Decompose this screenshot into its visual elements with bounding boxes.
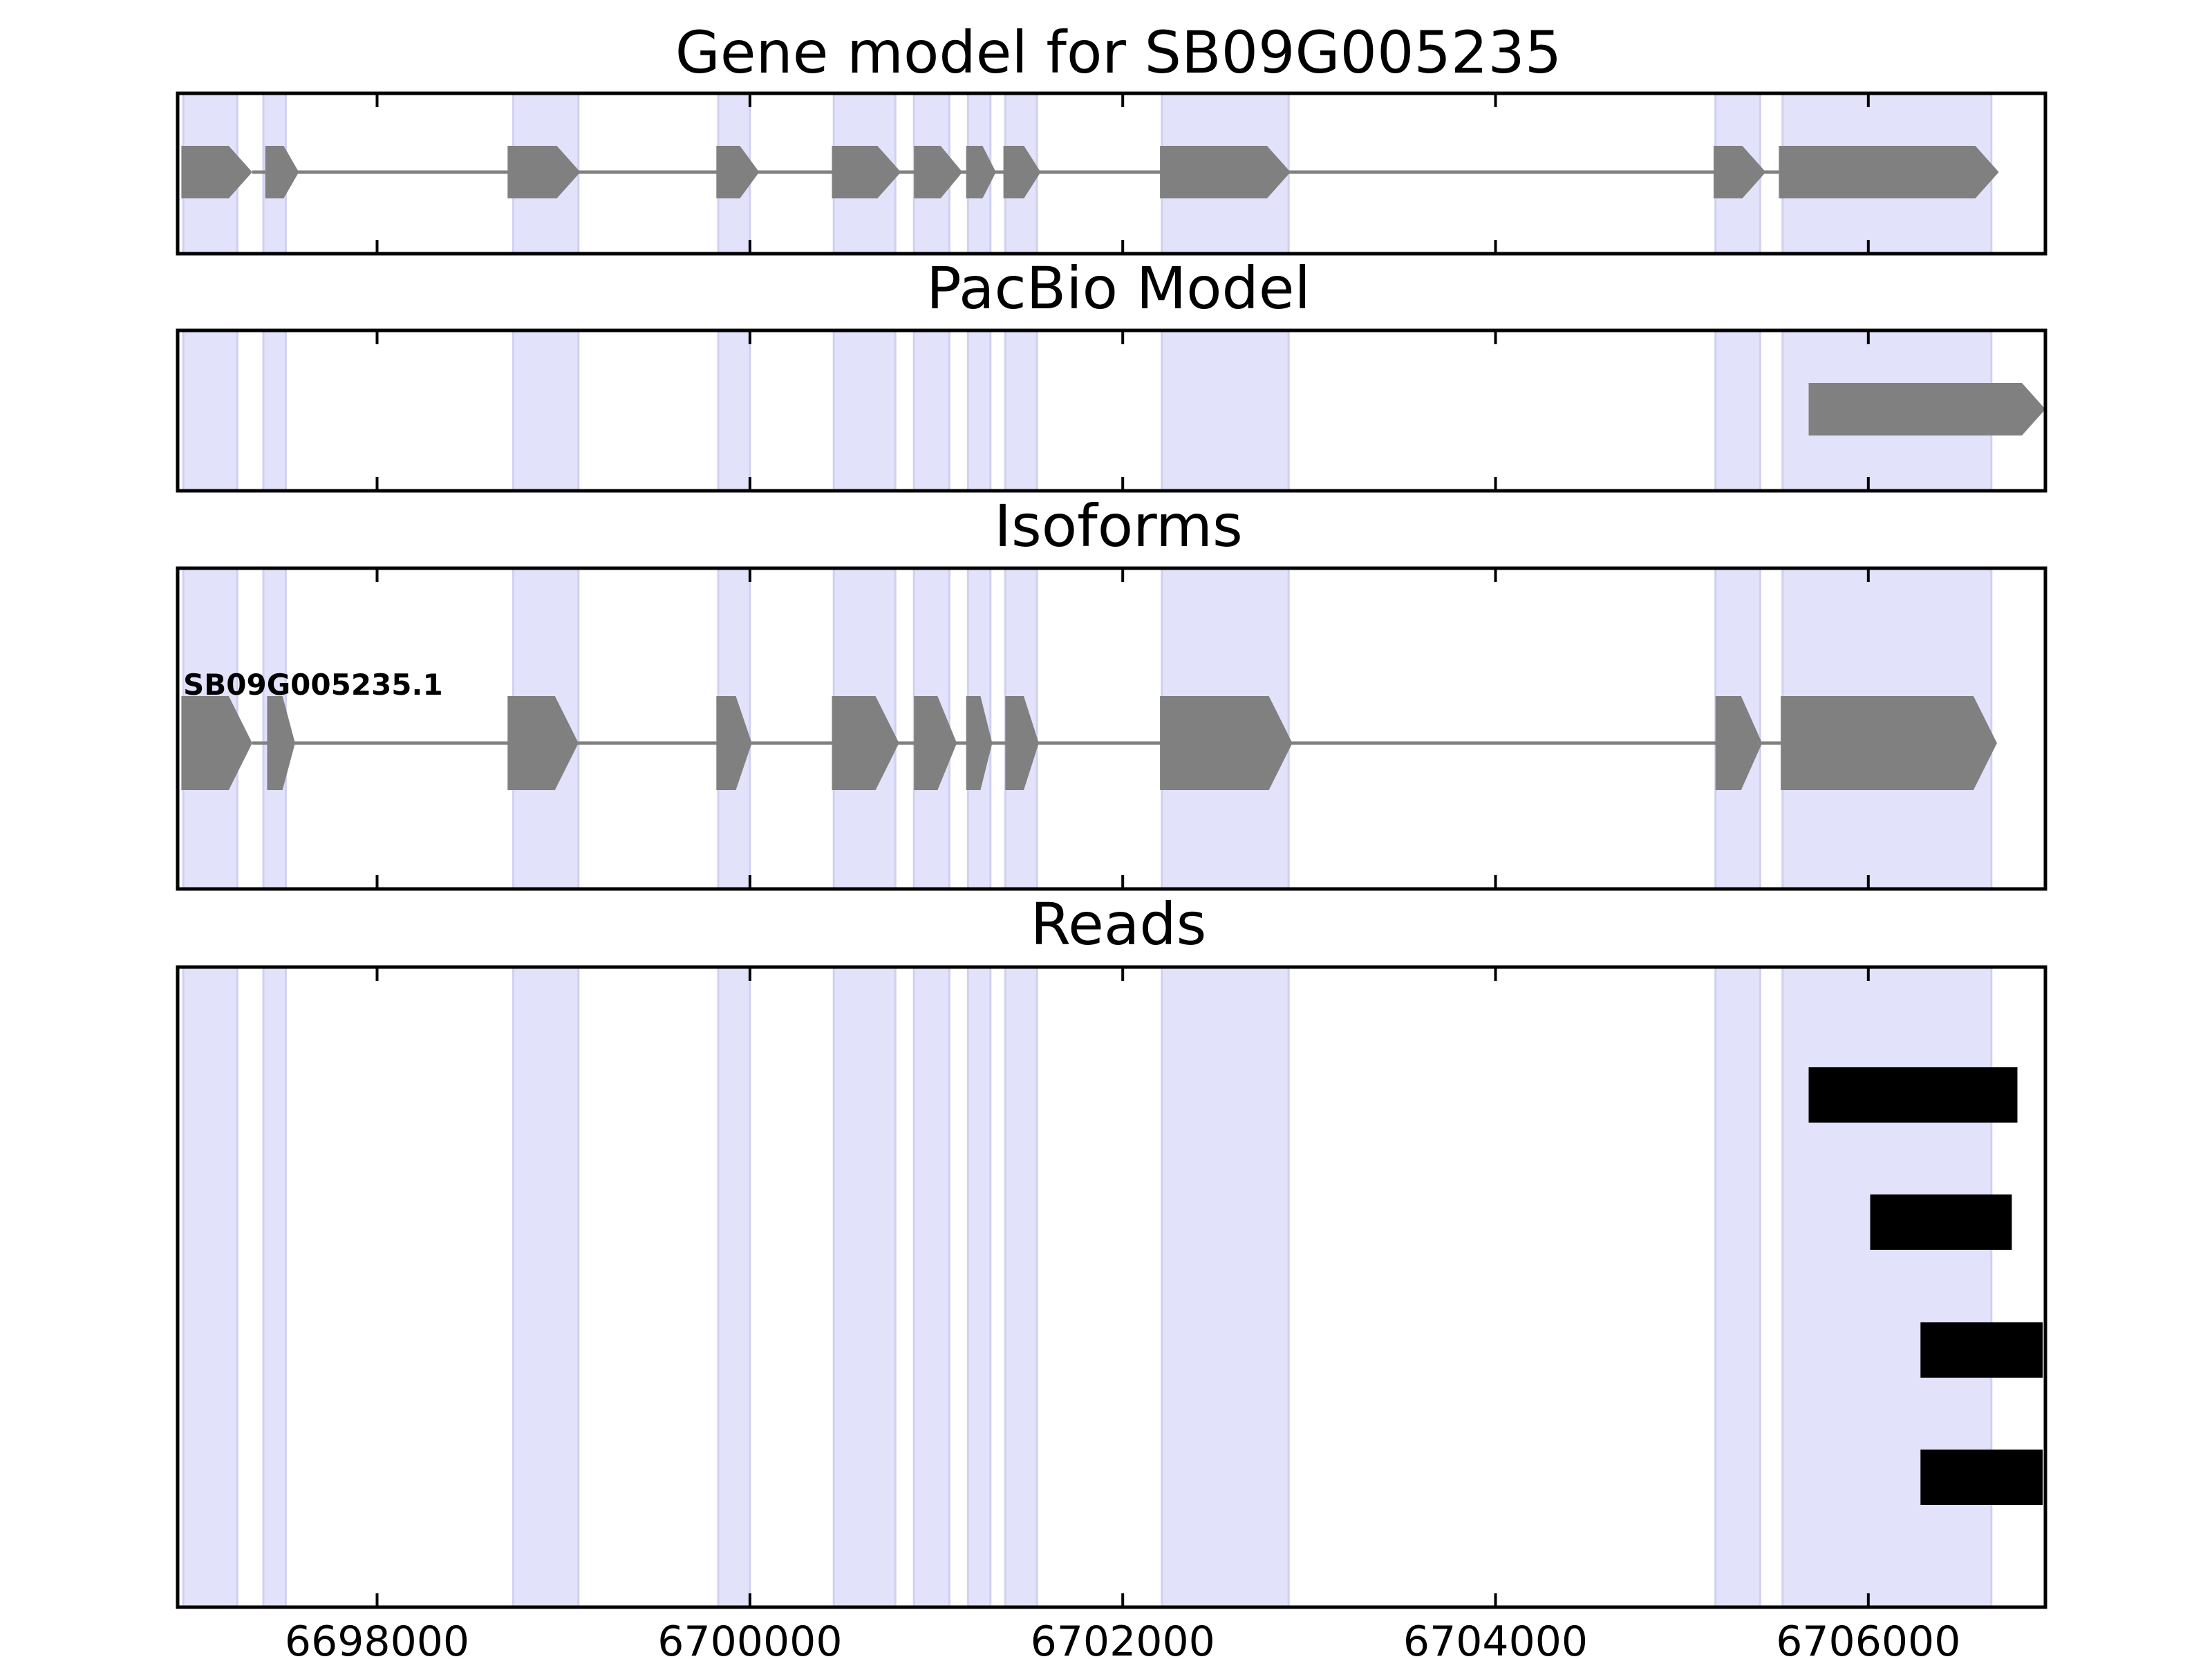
isoform-1-exon-8	[1005, 696, 1039, 790]
highlight-region-1	[182, 966, 238, 1609]
highlight-region-6	[912, 966, 950, 1609]
highlight-region-7	[966, 329, 992, 492]
panel-3: SB09G005235.1 Isoforms	[176, 492, 2047, 891]
panel-title: PacBio Model	[926, 254, 1311, 322]
panel-1-exon-1	[181, 146, 252, 198]
highlight-region-9	[1161, 966, 1290, 1609]
isoform-1-exon-4	[716, 696, 752, 790]
isoform-1-exon-10	[1715, 696, 1763, 790]
isoform-1-exon-1	[181, 696, 252, 790]
panel-1-exon-6	[914, 146, 963, 198]
x-tick-label: 6700000	[657, 1618, 842, 1659]
panel-1-exon-10	[1714, 146, 1766, 198]
isoform-1-exon-3	[507, 696, 579, 790]
highlight-region-2	[262, 966, 287, 1609]
highlight-region-2	[262, 329, 287, 492]
panel-title: Isoforms	[994, 492, 1243, 560]
highlight-region-3	[512, 966, 580, 1609]
highlight-region-4	[717, 966, 751, 1609]
x-tick-label: 6704000	[1403, 1618, 1588, 1659]
isoform-1-exon-5	[832, 696, 899, 790]
isoform-1-exon-6	[914, 696, 957, 790]
x-tick-label: 6702000	[1031, 1618, 1215, 1659]
read-1	[1808, 1067, 2018, 1123]
highlight-region-4	[717, 329, 751, 492]
panel-1-exon-5	[832, 146, 901, 198]
isoform-1-exon-9	[1160, 696, 1293, 790]
panel-frame	[176, 328, 2047, 493]
highlight-region-1	[182, 329, 238, 492]
panel-frame	[176, 91, 2047, 256]
panels: Gene model for SB09G005235 PacBio Model SB…	[176, 19, 2047, 1659]
panel-title: Gene model for SB09G005235	[675, 19, 1562, 86]
panel-1-exon-7	[966, 146, 996, 198]
panel-1-exon-9	[1160, 146, 1291, 198]
highlight-region-6	[912, 329, 950, 492]
isoform-1-exon-7	[966, 696, 993, 790]
highlight-region-5	[832, 966, 897, 1609]
highlight-region-10	[1714, 329, 1761, 492]
panel-1-exon-11	[1779, 146, 1999, 198]
x-axis-tick-labels: 6698000 6700000 6702000 6704000 6706000	[285, 1618, 1961, 1659]
panel-frame	[176, 965, 2047, 1609]
panel-4: Reads	[176, 890, 2047, 1609]
isoform-1-exon-2	[267, 696, 295, 790]
highlight-region-8	[1004, 966, 1038, 1609]
highlight-region-11	[1781, 966, 1993, 1609]
panel-1-exon-3	[507, 146, 581, 198]
highlight-region-9	[1161, 329, 1290, 492]
isoform-label: SB09G005235.1	[183, 668, 443, 702]
read-4	[1920, 1450, 2043, 1505]
highlight-region-10	[1714, 966, 1761, 1609]
panel-2: PacBio Model	[176, 254, 2047, 493]
panel-1-exon-8	[1003, 146, 1041, 198]
isoform-1-exon-11	[1781, 696, 1997, 790]
highlight-region-5	[832, 329, 897, 492]
highlight-region-7	[966, 966, 992, 1609]
highlight-region-8	[1004, 329, 1038, 492]
panel-1: Gene model for SB09G005235	[176, 19, 2047, 256]
panel-frame	[176, 566, 2047, 891]
panel-title: Reads	[1031, 890, 1207, 958]
x-tick-label: 6706000	[1776, 1618, 1960, 1659]
panel-1-exon-4	[716, 146, 760, 198]
highlight-region-3	[512, 329, 580, 492]
read-2	[1870, 1194, 2012, 1250]
panel-2-exon-1	[1808, 383, 2045, 435]
read-3	[1920, 1322, 2043, 1378]
panel-1-exon-2	[265, 146, 299, 198]
x-tick-label: 6698000	[285, 1618, 469, 1659]
